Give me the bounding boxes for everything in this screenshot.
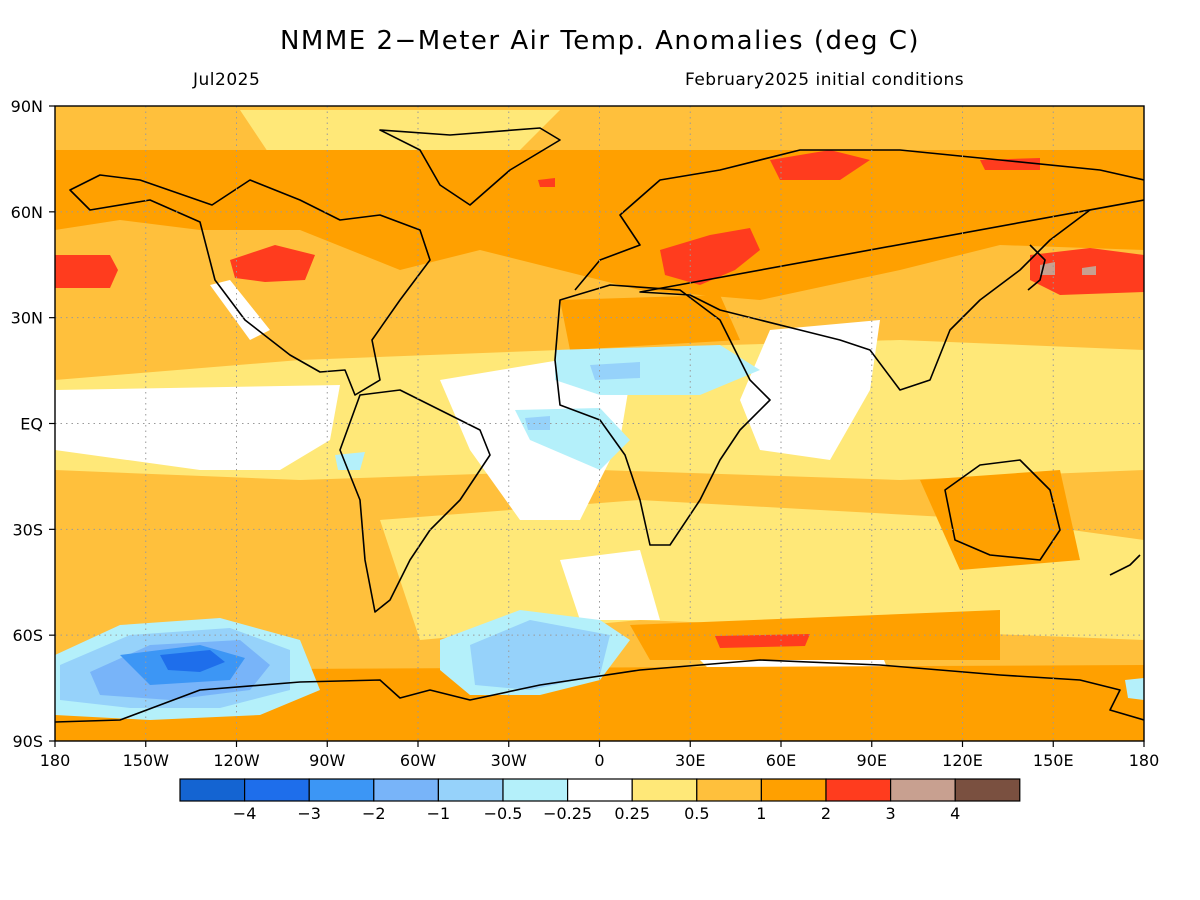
australia-warm [920, 470, 1080, 570]
lon-label: 60W [400, 751, 436, 770]
colorbar-label: 0.5 [684, 804, 709, 823]
amundsen-sea-cool-core [160, 650, 225, 672]
lon-label: 150W [123, 751, 170, 770]
lat-label: 90N [11, 97, 43, 116]
lon-label: 180 [1129, 751, 1160, 770]
colorbar-swatch [437, 778, 504, 802]
lat-label: 60S [12, 626, 43, 645]
coastlines [55, 127, 1144, 723]
colorbar-label: −2 [362, 804, 386, 823]
lon-label: 150E [1033, 751, 1074, 770]
anomaly-field [55, 106, 1144, 741]
colorbar-swatch [179, 778, 246, 802]
lat-label: 30S [12, 520, 43, 539]
lon-label: 30W [491, 751, 527, 770]
tropical-north-atlantic-cool [555, 345, 760, 395]
lon-label: 30E [675, 751, 705, 770]
colorbar-swatch [696, 778, 762, 802]
equatorial-atlantic-cool-core [525, 416, 550, 430]
western-us-hotspot [230, 245, 315, 282]
north-america-coastline [69, 174, 431, 396]
north-africa-warm [560, 295, 740, 350]
lon-label: 60E [766, 751, 796, 770]
lat-label: EQ [20, 415, 43, 434]
south-america-coastline [339, 389, 491, 613]
colorbar-label: 1 [756, 804, 766, 823]
colorbar-swatch [502, 778, 569, 802]
tropical-north-atlantic-cool-core [590, 362, 640, 380]
eastern-europe-hotspot [660, 228, 760, 285]
baja-coast-neutral [210, 280, 270, 340]
greenland-hotspot [538, 178, 555, 187]
southern-ocean-hotspot [715, 634, 810, 648]
colorbar-label: 0.25 [614, 804, 650, 823]
chart-title: NMME 2−Meter Air Temp. Anomalies (deg C) [279, 26, 921, 56]
pacific-extreme-spot [1082, 266, 1096, 275]
colorbar-swatch [889, 778, 956, 802]
ross-sea-cool [1125, 678, 1144, 700]
antarctica-coastline [55, 659, 1144, 723]
colorbar-swatch [373, 778, 439, 802]
lat-label: 60N [11, 203, 43, 222]
colorbar-label: 4 [950, 804, 960, 823]
colorbar-swatch [566, 778, 633, 802]
greenland-coastline [379, 127, 561, 206]
colorbar-label: −3 [297, 804, 321, 823]
south-atlantic-neutral [560, 550, 660, 620]
axes-labels: 180 150W 120W 90W 60W 30W 0 30E 60E 90E 120E 150E 18… [11, 97, 1160, 770]
colorbar-label: 2 [821, 804, 831, 823]
indian-ocean-neutral [740, 320, 880, 460]
eurasia-coastline [574, 149, 1144, 391]
lon-label: 120W [213, 751, 260, 770]
graticule [55, 106, 1144, 741]
lat-label: 30N [11, 309, 43, 328]
africa-coastline [554, 284, 771, 546]
colorbar-swatch [954, 778, 1021, 802]
weddell-sea-cool [470, 620, 610, 690]
lon-label: 90W [309, 751, 345, 770]
lon-label: 180 [40, 751, 71, 770]
lat-label: 90S [12, 732, 43, 751]
colorbar-swatch [308, 778, 375, 802]
new-zealand-coastline [1109, 554, 1141, 576]
colorbar-swatch [244, 778, 310, 802]
east-pacific-neutral [55, 385, 340, 470]
colorbar-swatch [760, 778, 827, 802]
colorbar-label: −4 [233, 804, 257, 823]
lon-label: 0 [594, 751, 604, 770]
northern-high-latitude-warm [55, 150, 1144, 300]
colorbar: −4 −3 −2 −1 −0.5 −0.25 0.25 0.5 1 2 3 4 [179, 778, 1021, 823]
colorbar-label: 3 [886, 804, 896, 823]
lon-label: 120E [942, 751, 983, 770]
north-pacific-hotspot [55, 255, 118, 288]
japan-coastline [1027, 244, 1046, 291]
colorbar-label: −1 [427, 804, 451, 823]
east-siberia-hotspot [980, 158, 1040, 170]
colorbar-label: −0.5 [484, 804, 523, 823]
southeast-pacific-cool [335, 452, 365, 470]
colorbar-label: −0.25 [543, 804, 592, 823]
colorbar-swatch [825, 778, 892, 802]
lon-label: 90E [857, 751, 887, 770]
australia-coastline [944, 459, 1061, 561]
forecast-month: Jul2025 [193, 70, 261, 90]
colorbar-swatch [631, 778, 698, 802]
initial-conditions-label: February2025 initial conditions [685, 70, 965, 90]
siberia-hotspot [770, 150, 870, 180]
